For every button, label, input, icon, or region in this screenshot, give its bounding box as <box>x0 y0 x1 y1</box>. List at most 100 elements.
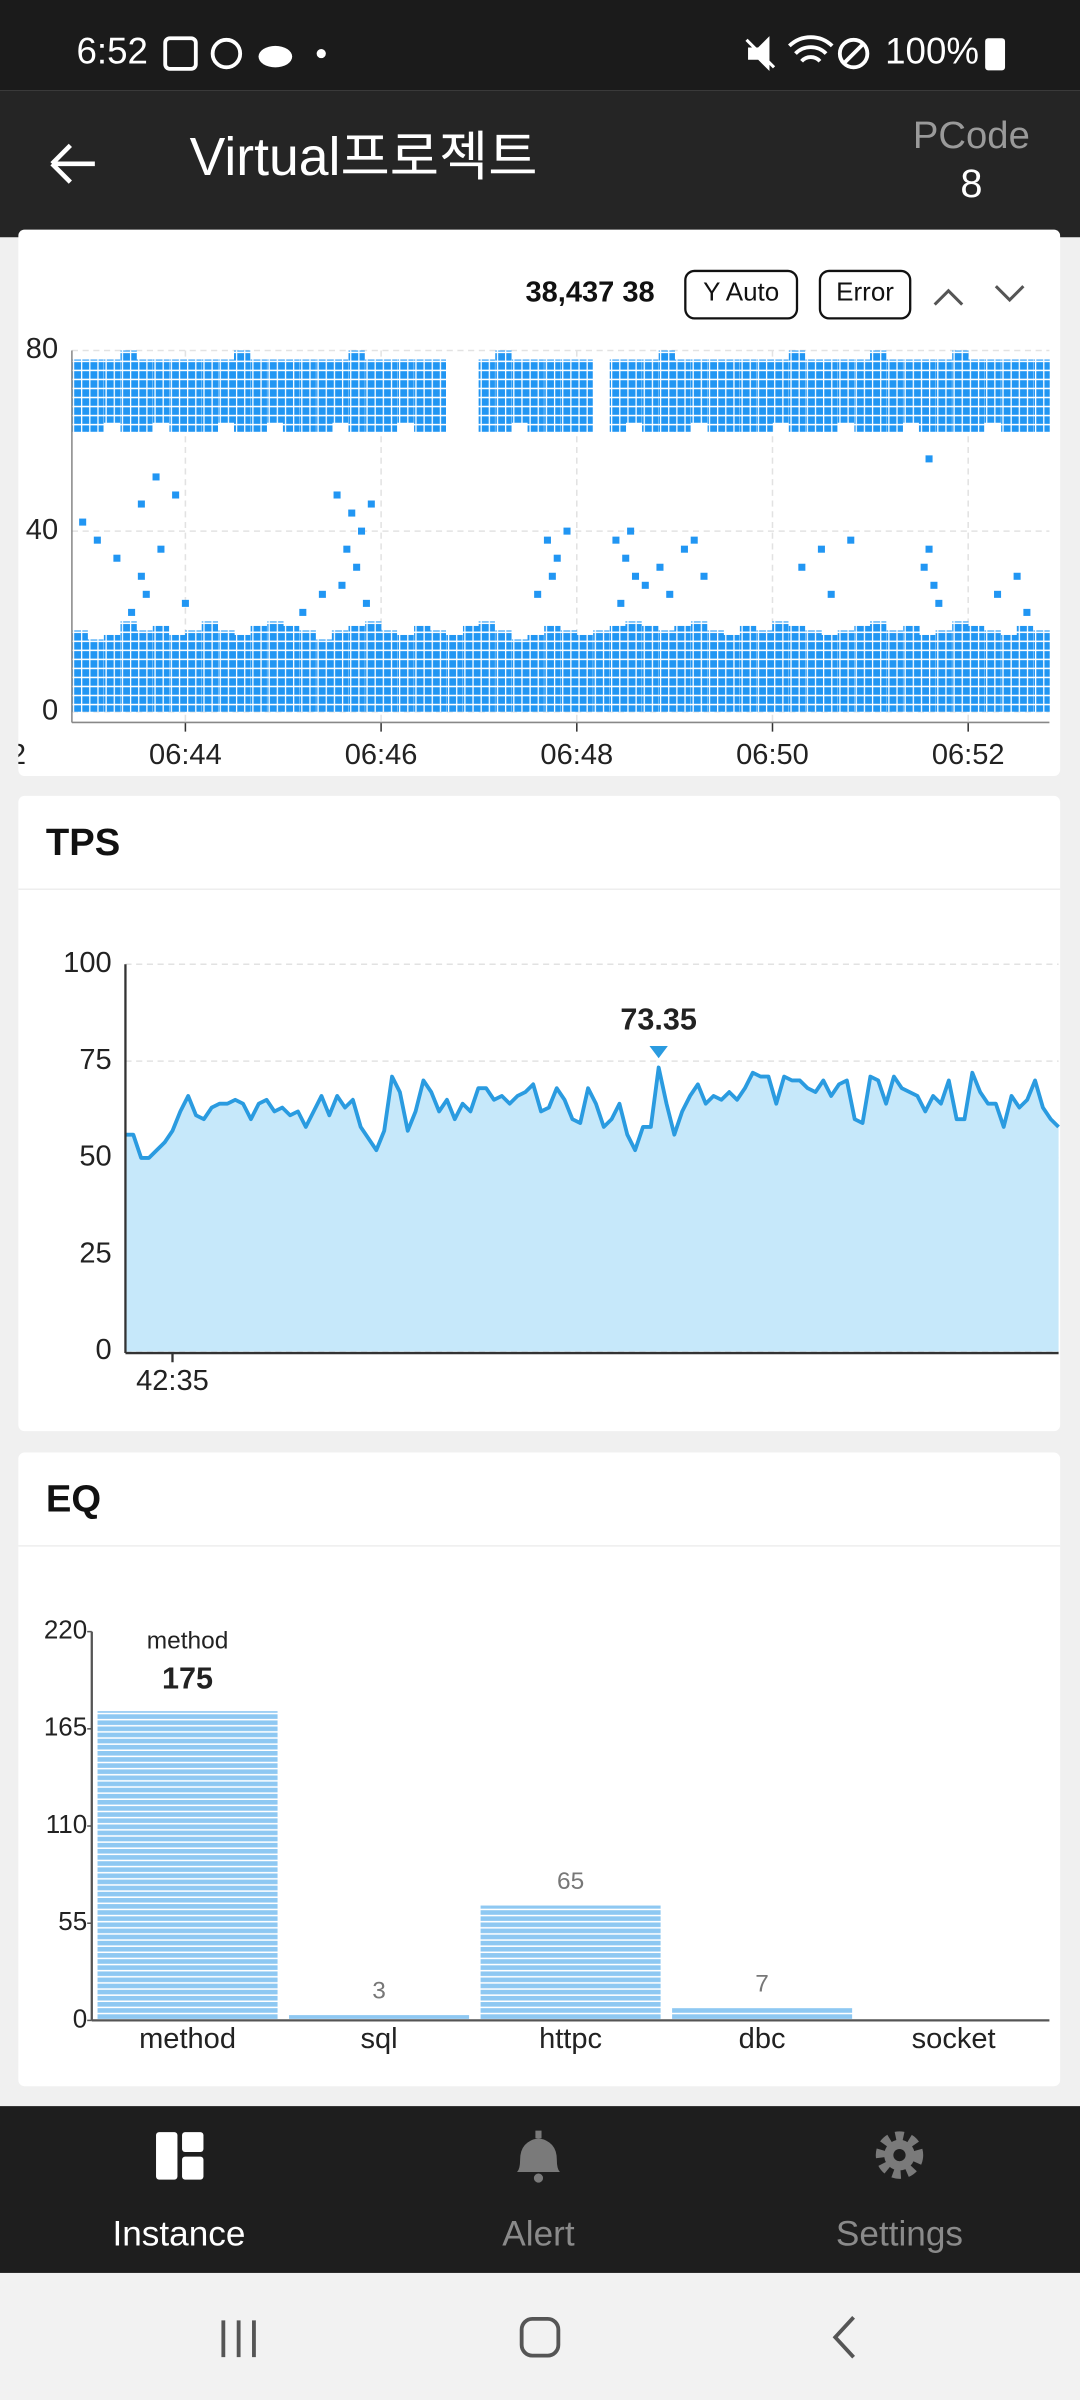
hit-cell-band <box>967 359 985 432</box>
settings-icon[interactable] <box>875 2131 924 2179</box>
hit-cell-band <box>935 630 952 712</box>
back-button[interactable] <box>50 143 95 184</box>
hit-cell-band <box>397 634 414 712</box>
hit-cell-band <box>136 630 153 712</box>
hit-cell-band <box>788 350 806 432</box>
hit-cell-band <box>429 630 446 712</box>
nav-label[interactable]: Settings <box>836 2215 963 2254</box>
hit-cell-band <box>331 359 349 423</box>
hit-cell-band <box>1016 625 1034 712</box>
button-label: Y Auto <box>703 277 779 307</box>
hit-cell-band <box>854 359 871 432</box>
status-bar <box>0 0 1080 91</box>
x-tick-label: 42:35 <box>136 1365 209 1397</box>
hit-cell-band <box>935 359 952 432</box>
hit-point <box>563 527 571 535</box>
hit-cell-band <box>609 359 627 432</box>
hit-point <box>181 599 189 607</box>
hit-cell-band <box>756 630 773 712</box>
tps-chart: 0 25 50 75 100 42:35 73.35 <box>63 947 1060 1397</box>
y-tick-label: 0 <box>96 1334 112 1366</box>
hit-cell-band <box>478 621 495 712</box>
scroll-up-button[interactable] <box>933 288 964 306</box>
y-tick-label: 50 <box>79 1141 111 1173</box>
hit-point <box>827 590 835 598</box>
hit-cell-band <box>185 359 202 432</box>
hit-point <box>534 590 542 598</box>
hit-cell-band <box>282 359 300 432</box>
hit-cell-band <box>837 359 855 423</box>
hit-cell-band <box>674 359 691 432</box>
y-tick-label: 165 <box>44 1712 87 1742</box>
hit-cell-band <box>380 630 398 712</box>
status-icons <box>163 35 1006 72</box>
hit-cell-band <box>316 359 333 432</box>
hit-point <box>152 473 160 481</box>
hit-point <box>93 536 101 544</box>
alert-icon[interactable] <box>517 2130 560 2183</box>
hit-cell-band <box>120 621 137 712</box>
hit-cell-band <box>495 350 512 432</box>
y-auto-button[interactable] <box>684 269 799 320</box>
x-tick-label: httpc <box>539 2023 602 2055</box>
hit-cell-band <box>984 630 1001 712</box>
hit-point <box>925 455 933 463</box>
hit-cell-band <box>886 630 903 712</box>
back-nav-button[interactable] <box>832 2316 856 2359</box>
hit-cell-band <box>331 630 349 712</box>
hit-cell-band <box>446 634 463 712</box>
nav-label[interactable]: Alert <box>502 2215 575 2254</box>
eq-card <box>18 1452 1061 2087</box>
hit-cell-band <box>886 359 903 432</box>
y-tick-label: 0 <box>42 694 58 726</box>
hit-cell-band <box>772 359 789 423</box>
hit-point <box>627 527 635 535</box>
hit-point <box>700 572 708 580</box>
hit-point <box>680 545 688 553</box>
bar <box>289 2015 470 2021</box>
hit-cell-band <box>201 621 219 712</box>
recents-button[interactable] <box>221 2320 256 2358</box>
hit-cell-band <box>918 634 936 712</box>
hit-cell-band <box>511 359 529 423</box>
y-tick-label: 75 <box>79 1044 111 1076</box>
nav-label[interactable]: Instance <box>112 2215 245 2254</box>
hit-point <box>348 509 356 517</box>
bar <box>97 1711 278 2021</box>
scroll-down-button[interactable] <box>994 285 1025 303</box>
bar-value-label: 3 <box>372 1978 386 2005</box>
y-tick-label: 55 <box>58 1906 87 1936</box>
hit-cell-band <box>218 630 235 712</box>
hit-cell-band <box>365 359 382 432</box>
hit-cell-band <box>625 621 642 712</box>
y-tick-label: 25 <box>79 1237 111 1269</box>
hit-cell-band <box>365 621 382 712</box>
hit-cell-band <box>218 359 235 423</box>
hit-cell-band <box>690 359 708 423</box>
hit-cell-band <box>756 359 773 432</box>
hit-point <box>358 527 366 535</box>
hit-cell-band <box>414 359 431 432</box>
header-title: Virtual프로젝트 <box>190 128 538 187</box>
hitmap-chart: 0 40 80 06:42 06:44 06:46 06:48 06:50 06:52 <box>18 333 1050 771</box>
hit-point <box>656 563 664 571</box>
hit-cell-band <box>201 359 219 432</box>
x-tick-label: socket <box>912 2023 996 2055</box>
x-tick-label: 06:52 <box>932 739 1005 771</box>
hit-point <box>318 590 326 598</box>
bar <box>672 2008 853 2021</box>
bar-value-label: 65 <box>557 1868 584 1895</box>
hit-cell-band <box>967 625 985 712</box>
instance-icon[interactable] <box>156 2132 204 2180</box>
status-time: 6:52 <box>76 30 147 71</box>
error-button[interactable] <box>818 269 912 320</box>
hit-cell-band <box>805 630 822 712</box>
hit-cell-band <box>805 359 822 432</box>
hit-point <box>817 545 825 553</box>
hit-point <box>548 572 556 580</box>
home-button[interactable] <box>519 2316 561 2358</box>
hit-point <box>690 536 698 544</box>
hit-cell-band <box>348 625 365 712</box>
